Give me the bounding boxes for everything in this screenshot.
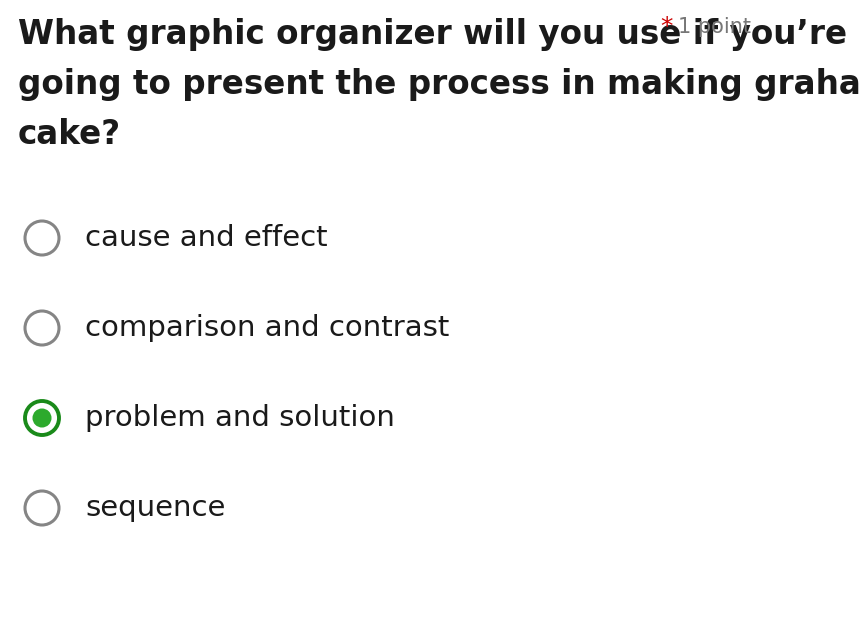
Text: sequence: sequence <box>85 494 225 522</box>
Circle shape <box>33 409 52 428</box>
Text: 1 point: 1 point <box>678 17 750 37</box>
Text: going to present the process in making graham: going to present the process in making g… <box>18 68 861 101</box>
Text: problem and solution: problem and solution <box>85 404 394 432</box>
Text: cake?: cake? <box>18 118 121 151</box>
Text: comparison and contrast: comparison and contrast <box>85 314 449 342</box>
Text: cause and effect: cause and effect <box>85 224 327 252</box>
Text: *: * <box>660 15 672 39</box>
Text: What graphic organizer will you use if you’re: What graphic organizer will you use if y… <box>18 18 846 51</box>
